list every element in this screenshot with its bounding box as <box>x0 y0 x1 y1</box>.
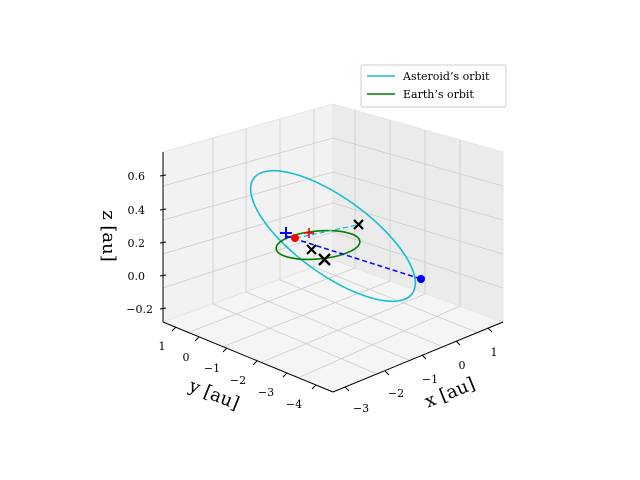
y-tick <box>252 360 258 366</box>
legend-label-earth: Earth’s orbit <box>403 88 474 101</box>
grid-line <box>162 137 504 187</box>
axis-lines <box>162 152 504 393</box>
y-axis-line <box>162 321 334 393</box>
legend: Asteroid’s orbit Earth’s orbit <box>360 64 507 108</box>
x-tick-labels: −3 −2 −1 0 1 <box>353 346 498 415</box>
y-tick <box>282 372 288 378</box>
x-tick-label: −1 <box>422 373 438 386</box>
x-tick-label: −2 <box>388 387 404 400</box>
y-tick-labels: 1 0 −1 −2 −3 −4 <box>159 340 303 411</box>
x-tick <box>421 354 427 360</box>
red-dot-marker <box>291 234 299 242</box>
z-tick-labels: 0.6 0.4 0.2 0.0 −0.2 <box>126 170 153 316</box>
legend-label-asteroid: Asteroid’s orbit <box>402 70 490 83</box>
y-tick <box>194 336 200 342</box>
z-tick-label: 0.4 <box>128 204 146 217</box>
z-tick <box>159 174 167 177</box>
y-tick <box>171 326 177 332</box>
z-tick-label: −0.2 <box>126 303 153 316</box>
grid-line <box>279 279 447 349</box>
black-cross-marker <box>353 219 364 230</box>
z-tick-label: 0.0 <box>128 270 146 283</box>
x-tick <box>384 370 390 376</box>
z-tick-label: 0.6 <box>128 170 146 183</box>
tick-marks <box>159 174 493 392</box>
z-tick <box>159 307 167 310</box>
z-axis-label: z [au] <box>98 210 119 262</box>
x-tick-label: −3 <box>353 402 369 415</box>
grid-line <box>221 280 391 348</box>
x-tick <box>487 327 493 333</box>
blue-plus-marker <box>280 227 292 239</box>
x-tick-label: 1 <box>491 346 498 359</box>
asteroid-orbit-line <box>249 169 417 303</box>
grid-line <box>299 305 461 378</box>
x-tick <box>455 340 461 346</box>
z-tick <box>159 274 167 277</box>
z-tick <box>159 208 167 211</box>
z-tick <box>159 241 167 244</box>
earth-orbit-line <box>275 229 361 261</box>
black-cross-marker <box>318 253 331 266</box>
z-tick-label: 0.2 <box>128 237 146 250</box>
x-axis-line <box>332 321 504 393</box>
grid-line <box>162 171 504 221</box>
y-tick <box>222 347 228 353</box>
grid-line <box>162 202 504 255</box>
y-tick-label: −2 <box>230 374 246 387</box>
y-tick-label: 0 <box>183 351 190 364</box>
y-tick-label: −3 <box>258 386 274 399</box>
grid-line <box>162 231 504 289</box>
y-tick-label: −1 <box>204 362 220 375</box>
y-tick <box>311 384 317 390</box>
y-tick-label: −4 <box>286 398 302 411</box>
blue-dot-marker <box>417 275 425 283</box>
cyan-dashed-connector <box>295 223 363 239</box>
x-tick <box>344 386 350 392</box>
legend-box <box>360 64 507 108</box>
grid-line <box>186 267 356 334</box>
grid-line <box>212 303 378 375</box>
black-cross-marker <box>306 244 317 255</box>
y-tick-label: 1 <box>159 340 166 353</box>
x-tick-label: 0 <box>459 359 466 372</box>
red-plus-marker <box>304 228 314 238</box>
grid-line <box>261 293 426 363</box>
grid-line <box>245 291 412 362</box>
